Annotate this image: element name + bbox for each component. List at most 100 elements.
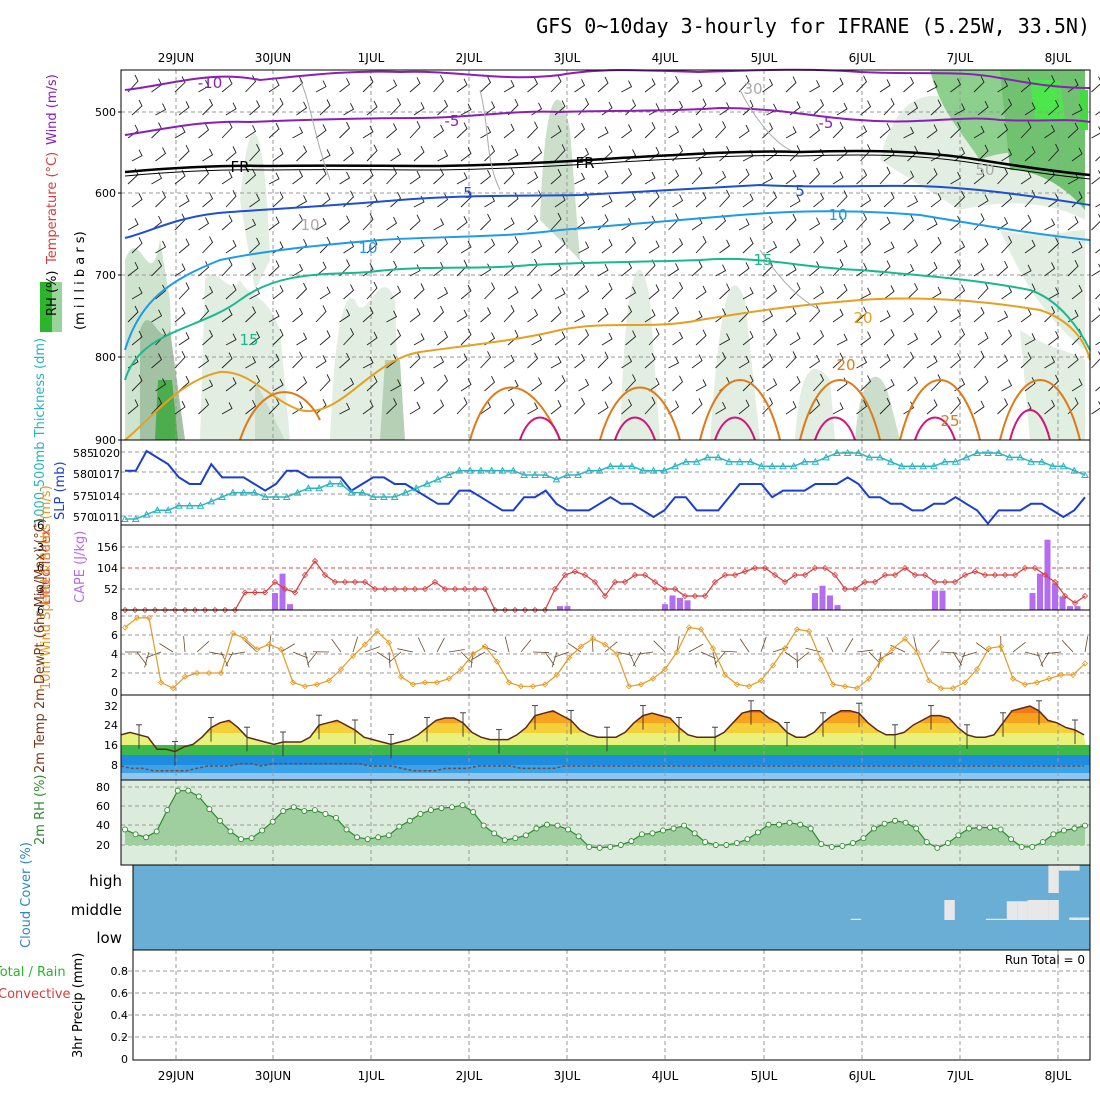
- lifted-index-point: [1061, 592, 1069, 600]
- isotherm-20: [124, 297, 1091, 441]
- wind-point: [253, 646, 261, 653]
- rh-point: [786, 819, 793, 826]
- wind-point: [1069, 671, 1077, 678]
- thickness-point: [1005, 453, 1014, 461]
- rh-point: [733, 840, 740, 847]
- temp2m-panel: 2m Temp 2m DewPt (6hr Min/Max) (°C) 3224…: [33, 518, 1091, 781]
- pressure-tick: 700: [95, 269, 116, 282]
- thickness-point: [304, 484, 313, 492]
- temp-tick: 16: [104, 739, 118, 752]
- lifted-index-point: [571, 568, 579, 575]
- lifted-index-point: [1051, 578, 1059, 586]
- precip-tick: 0.2: [111, 1031, 129, 1044]
- thickness-point: [714, 453, 723, 461]
- wind-barb: [551, 651, 558, 668]
- rh-point: [259, 827, 266, 834]
- cape-bar: [557, 606, 563, 610]
- lifted-index-point: [221, 606, 229, 614]
- lifted-index-point: [351, 578, 359, 586]
- cape-label: CAPE (J/kg): [73, 531, 88, 603]
- precip-label: 3hr Precip (mm): [71, 953, 86, 1058]
- thickness-point: [660, 466, 669, 474]
- wind-point: [385, 639, 393, 646]
- thickness-point: [1016, 453, 1025, 461]
- rh-point: [681, 822, 688, 829]
- lifted-index-point: [861, 578, 869, 586]
- thickness-point: [984, 448, 992, 456]
- lifted-index-point: [841, 585, 849, 593]
- lifted-index-point: [391, 585, 399, 593]
- wind-point: [577, 643, 585, 650]
- precip-tick: 0.6: [111, 987, 129, 1000]
- thickness-point: [854, 448, 863, 456]
- cape-tick: 156: [97, 541, 118, 554]
- lifted-index-point: [251, 589, 259, 596]
- wind-point: [745, 683, 753, 690]
- rh-point: [776, 821, 783, 828]
- thickness-point: [703, 453, 712, 461]
- contour-label: 15: [753, 251, 772, 269]
- cape-tick: 52: [104, 583, 118, 596]
- lifted-index-point: [1071, 599, 1079, 607]
- thickness-point: [531, 470, 539, 478]
- rh2m-markers: [122, 787, 1088, 851]
- wind10m-panel: 10m Wind Speed & Barbs (m/s) 8 6 4 2 0: [39, 485, 1091, 699]
- date-label-top: 7JUL: [947, 51, 974, 65]
- rh-point: [712, 842, 719, 848]
- lifted-index-point: [601, 592, 609, 600]
- wind-barb: [676, 636, 680, 653]
- rh-point: [501, 837, 508, 844]
- isotherm-15: [124, 257, 1091, 381]
- slp-thickness-panel: 1000-500mb Thickness (dm) SLP (mb) 585 58…: [33, 338, 1091, 526]
- thickness-point: [887, 457, 895, 465]
- wind-barb: [136, 651, 147, 666]
- thickness-point: [563, 470, 572, 478]
- contour-label: 10: [828, 206, 847, 224]
- wind-barb: [1012, 641, 1026, 653]
- wind-barb: [637, 651, 654, 655]
- rh-point: [691, 830, 698, 837]
- wind-point: [493, 658, 501, 665]
- lifted-index-point: [711, 578, 719, 586]
- thickness-tick: 575: [73, 490, 94, 503]
- panel1-ylabel: (m i l l i b a r s): [73, 231, 88, 330]
- thickness-line: [125, 452, 1086, 520]
- lifted-index-point: [931, 578, 939, 586]
- thickness-point: [811, 457, 820, 465]
- lifted-index-point: [491, 606, 499, 614]
- thickness-point: [908, 462, 917, 470]
- rh2m-panel: 2m RH (%) 80 60 40 20: [33, 774, 1091, 866]
- lifted-index-point: [781, 578, 789, 586]
- wind-barb: [844, 637, 854, 653]
- lifted-index-point: [591, 578, 599, 586]
- thickness-point: [617, 462, 626, 470]
- rh-point: [628, 838, 635, 845]
- wind-barb: [712, 651, 717, 668]
- wind-barb: [183, 636, 186, 653]
- pressure-tick: 800: [95, 351, 116, 364]
- rh-point: [723, 842, 730, 848]
- thickness-point: [347, 488, 356, 496]
- cape-bar: [1059, 596, 1066, 610]
- thickness-point: [218, 492, 226, 500]
- wind-barb: [1061, 640, 1074, 653]
- cape-bar: [662, 604, 668, 610]
- rh-point: [586, 843, 593, 850]
- lifted-index-point: [661, 585, 669, 593]
- lifted-index-point: [281, 585, 289, 593]
- thickness-point: [606, 462, 615, 470]
- wind-point: [769, 662, 777, 669]
- lifted-index-point: [991, 571, 999, 579]
- cape-tick: 104: [97, 562, 118, 575]
- contour-label: 10: [300, 216, 319, 234]
- rh-point: [406, 817, 413, 824]
- wind-barb: [961, 651, 978, 658]
- cape-bar: [812, 593, 818, 610]
- rh-point: [248, 835, 255, 842]
- lifted-index-point: [341, 578, 349, 586]
- wind-barb: [826, 637, 834, 653]
- wind-point: [277, 646, 285, 653]
- lifted-index-point: [381, 585, 389, 593]
- lifted-index-point: [531, 606, 539, 614]
- lifted-index-point: [451, 585, 459, 593]
